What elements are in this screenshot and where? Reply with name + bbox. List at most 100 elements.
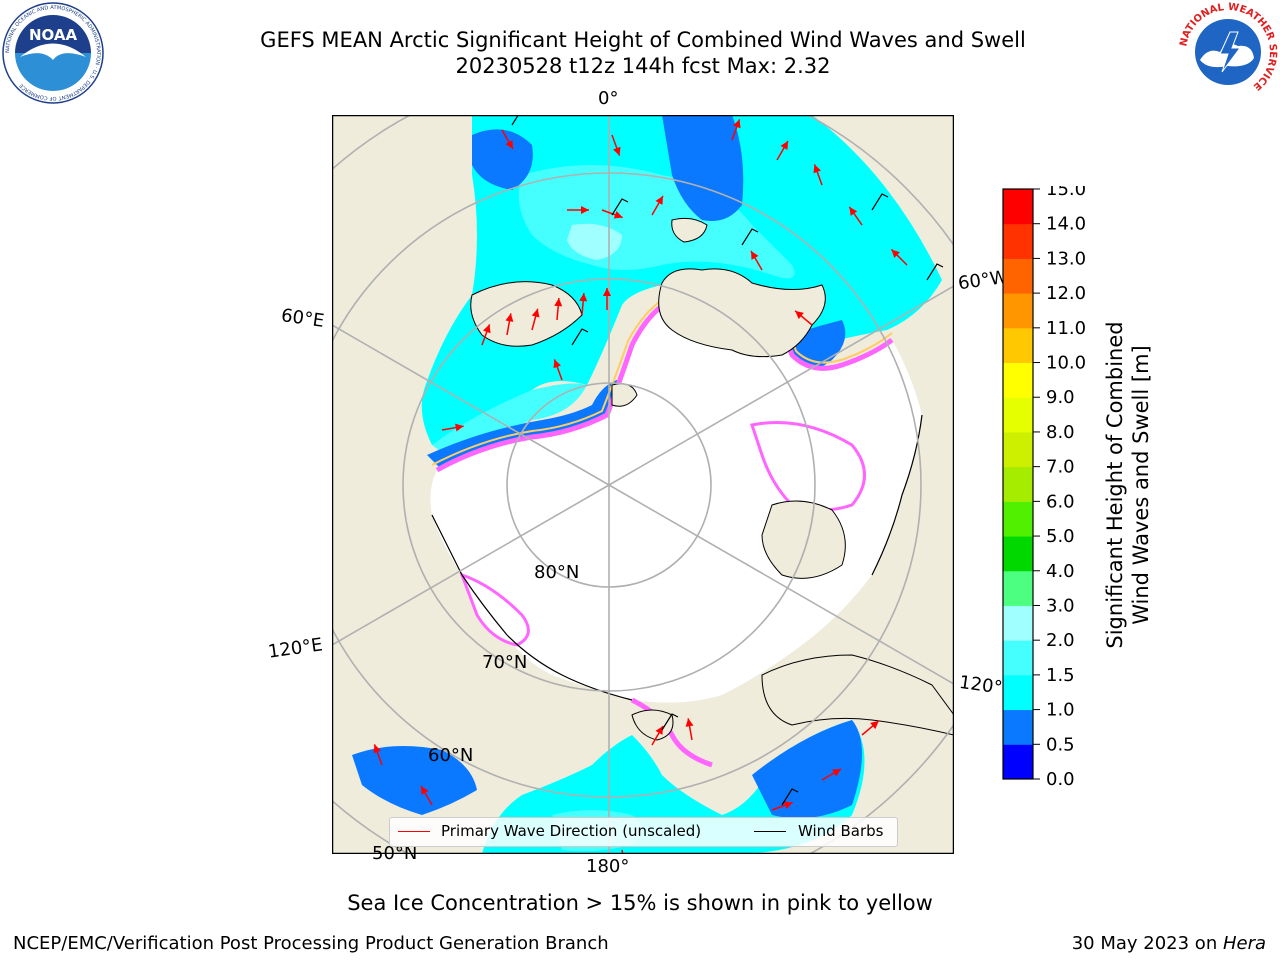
colorbar-tick-label: 3.0 [1046, 595, 1075, 616]
colorbar-tick-label: 0.0 [1046, 769, 1075, 786]
colorbar-tick-label: 12.0 [1046, 283, 1086, 304]
footer-date: 30 May 2023 on Hera [1072, 933, 1266, 954]
wind-barb [611, 198, 629, 216]
parallel-label-50n: 50°N [372, 843, 418, 864]
wave-arrow-head [613, 146, 621, 156]
wave-arrow-head [780, 140, 788, 150]
colorbar-tick-label: 11.0 [1046, 318, 1086, 339]
wave-field-north-sea [472, 129, 533, 190]
footer-machine: Hera [1222, 933, 1266, 954]
wave-arrow-head [553, 359, 561, 369]
wind-barbs-legend-label: Wind Barbs [798, 822, 884, 840]
meridian-label-60e: 60°E [279, 305, 326, 332]
sea-ice [430, 292, 922, 703]
meridian-label-120e: 120°E [266, 634, 324, 663]
wave-arrow-head [813, 164, 821, 174]
wave-arrow-head [421, 785, 429, 795]
meridian-label-0: 0° [598, 88, 619, 109]
colorbar-tick-label: 14.0 [1046, 214, 1086, 235]
okhotsk-ice [459, 572, 530, 647]
colorbar-tick-label: 1.0 [1046, 700, 1075, 721]
wave-direction-arrows [373, 119, 908, 854]
wind-barb [926, 263, 944, 281]
colorbar-block [1003, 431, 1033, 468]
colorbar-tick-label: 10.0 [1046, 353, 1086, 374]
noaa-logo-icon: NOAA NATIONAL OCEANIC AND ATMOSPHERIC AD… [2, 2, 104, 104]
graticule [332, 115, 954, 854]
wave-arrow-head [531, 308, 540, 318]
hudson-bay-ice [750, 421, 866, 512]
wave-arrow-head [603, 288, 611, 296]
colorbar: 0.0 0.5 1.0 1.5 2.0 3.0 4.0 5.0 6.0 7.0 8.0 9.0 10.0… [1002, 186, 1086, 786]
wave-arrow-head [655, 195, 663, 205]
coastline-siberia [431, 514, 633, 701]
wave-field-barents-edge [427, 380, 619, 470]
nws-logo-icon: NATIONAL WEATHER SERVICE [1178, 2, 1278, 101]
colorbar-title-line2: Wind Waves and Swell [m] [1129, 345, 1153, 625]
wave-arrow-head [832, 769, 842, 777]
wave-arrow-head [870, 720, 879, 730]
wind-barbs [511, 115, 944, 806]
colorbar-block [1003, 258, 1033, 294]
wave-arrow-head [581, 206, 589, 214]
colorbar-tick-label: 4.0 [1046, 561, 1075, 582]
colorbar-block [1003, 605, 1033, 641]
parallel-label-70n: 70°N [482, 652, 528, 673]
wave-direction-legend-label: Primary Wave Direction (unscaled) [441, 822, 702, 840]
wave-arrow-head [505, 313, 514, 322]
colorbar-tick-label: 9.0 [1046, 387, 1075, 408]
wind-barb [781, 788, 799, 806]
wave-arrow-head [795, 310, 804, 320]
wave-field-gulf-alaska [752, 720, 862, 819]
chart-title: GEFS MEAN Arctic Significant Height of C… [260, 28, 1026, 52]
canadian-archipelago [761, 500, 846, 579]
wave-arrow-head [505, 140, 513, 150]
colorbar-block [1003, 189, 1033, 225]
colorbar-block [1003, 501, 1033, 537]
parallel-label-60n: 60°N [428, 745, 474, 766]
colorbar-block [1003, 640, 1033, 676]
footer-date-text: 30 May 2023 on [1071, 933, 1223, 954]
wave-arrow-head [891, 249, 900, 258]
scandinavia [470, 281, 583, 347]
colorbar-tick-label: 15.0 [1046, 186, 1086, 200]
colorbar-block [1003, 397, 1033, 433]
meridian-label-180: 180° [586, 856, 630, 877]
colorbar-tick-label: 8.0 [1046, 422, 1075, 443]
sea-ice-caption: Sea Ice Concentration > 15% is shown in … [347, 891, 933, 915]
wave-arrow-head [849, 206, 858, 216]
colorbar-block [1003, 536, 1033, 572]
footer-credit: NCEP/EMC/Verification Post Processing Pr… [13, 933, 609, 954]
colorbar-block [1003, 466, 1033, 502]
wave-arrow-head [733, 119, 741, 129]
colorbar-tick-label: 2.0 [1046, 630, 1075, 651]
colorbar-block [1003, 674, 1033, 711]
map-legend: Primary Wave Direction (unscaled) Wind B… [389, 817, 898, 847]
wind-barb [661, 713, 679, 731]
colorbar-block [1003, 570, 1033, 606]
sea-ice-edge-pacific [630, 697, 713, 768]
wave-arrow-head [655, 725, 663, 735]
wave-arrow-head [783, 801, 793, 809]
colorbar-tick-label: 5.0 [1046, 526, 1075, 547]
colorbar-block [1003, 362, 1033, 398]
alaska [761, 654, 954, 736]
colorbar-tick-label: 1.5 [1046, 665, 1075, 686]
wind-barb [571, 328, 589, 346]
colorbar-block [1003, 709, 1033, 745]
colorbar-tick-label: 0.5 [1046, 734, 1075, 755]
colorbar-title-line1: Significant Height of Combined [1103, 321, 1127, 649]
polar-map [332, 115, 954, 854]
colorbar-block [1003, 744, 1033, 780]
colorbar-tick-label: 7.0 [1046, 457, 1075, 478]
wind-barb [511, 115, 519, 126]
wave-arrow-head [483, 324, 491, 334]
wave-direction-legend-swatch [398, 831, 430, 832]
wave-arrow-head [751, 250, 759, 260]
noaa-logo-text: NOAA [29, 26, 78, 44]
wave-arrow-head [554, 298, 563, 307]
wave-arrow-head [579, 293, 588, 302]
chukotka [631, 709, 674, 741]
colorbar-title: Significant Height of Combined Wind Wave… [1102, 275, 1154, 695]
wave-arrow-head [373, 744, 381, 754]
